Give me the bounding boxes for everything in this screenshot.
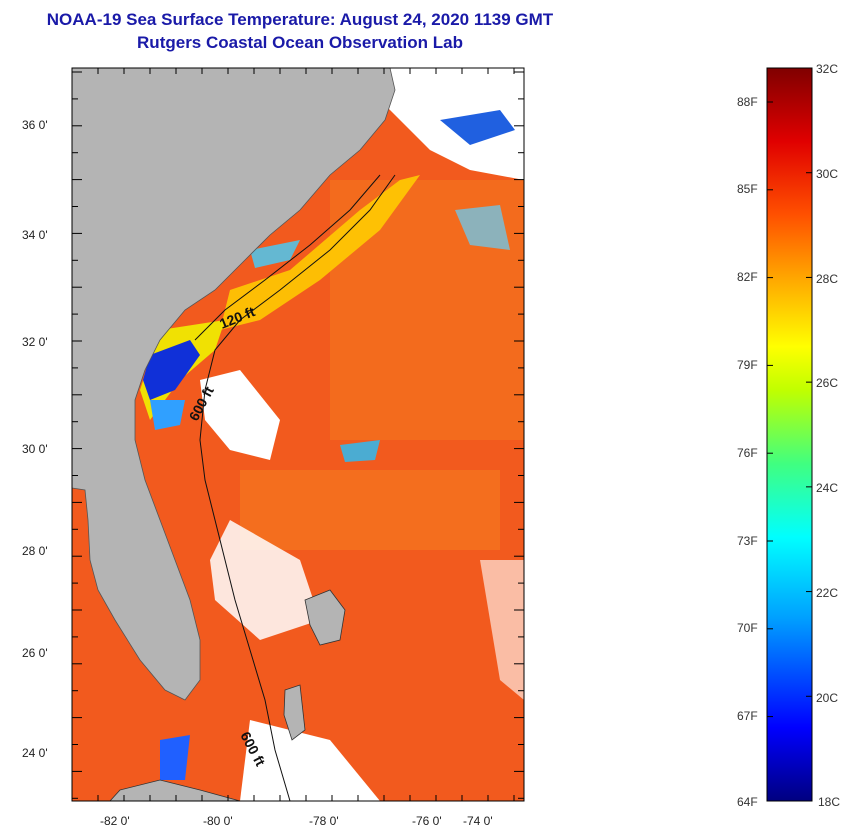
colorbar-fahrenheit-label: 76F — [737, 446, 758, 460]
isobath-600ft — [199, 174, 396, 801]
lat-label: 26 0' — [22, 646, 48, 660]
colorbar-fahrenheit-label: 88F — [737, 95, 758, 109]
colorbar-celsius-label: 22C — [816, 586, 838, 600]
colorbar-celsius-label: 24C — [816, 481, 838, 495]
colorbar-fahrenheit-label: 79F — [737, 358, 758, 372]
lat-label: 28 0' — [22, 544, 48, 558]
lat-label: 34 0' — [22, 228, 48, 242]
colorbar-ticks — [767, 67, 812, 802]
colorbar-celsius-label: 28C — [816, 272, 838, 286]
temperature-colorbar — [766, 67, 813, 802]
lat-label: 32 0' — [22, 335, 48, 349]
lat-label: 36 0' — [22, 118, 48, 132]
lon-label: -74 0' — [463, 814, 493, 828]
colorbar-fahrenheit-label: 82F — [737, 270, 758, 284]
colorbar-celsius-label: 32C — [816, 62, 838, 76]
land-mass — [72, 68, 396, 701]
colorbar-celsius-label: 18C — [818, 795, 840, 809]
colorbar-fahrenheit-label: 70F — [737, 621, 758, 635]
lon-label: -76 0' — [412, 814, 442, 828]
cloud-area — [360, 68, 524, 180]
map-frame — [71, 67, 525, 802]
lon-label: -78 0' — [309, 814, 339, 828]
lon-label: -80 0' — [203, 814, 233, 828]
lat-label: 24 0' — [22, 746, 48, 760]
colorbar-fahrenheit-label: 85F — [737, 182, 758, 196]
map-title: NOAA-19 Sea Surface Temperature: August … — [46, 10, 554, 29]
colorbar-celsius-label: 20C — [816, 691, 838, 705]
map-subtitle: Rutgers Coastal Ocean Observation Lab — [137, 33, 463, 52]
colorbar-fahrenheit-label: 67F — [737, 709, 758, 723]
lat-label: 30 0' — [22, 442, 48, 456]
map-ticks — [71, 68, 524, 801]
colorbar-celsius-label: 26C — [816, 376, 838, 390]
isobath-120ft — [194, 174, 381, 341]
sst-imagery — [72, 68, 524, 801]
colorbar-celsius-label: 30C — [816, 167, 838, 181]
lon-label: -82 0' — [100, 814, 130, 828]
colorbar-fahrenheit-label: 64F — [737, 795, 758, 809]
colorbar-fahrenheit-label: 73F — [737, 534, 758, 548]
